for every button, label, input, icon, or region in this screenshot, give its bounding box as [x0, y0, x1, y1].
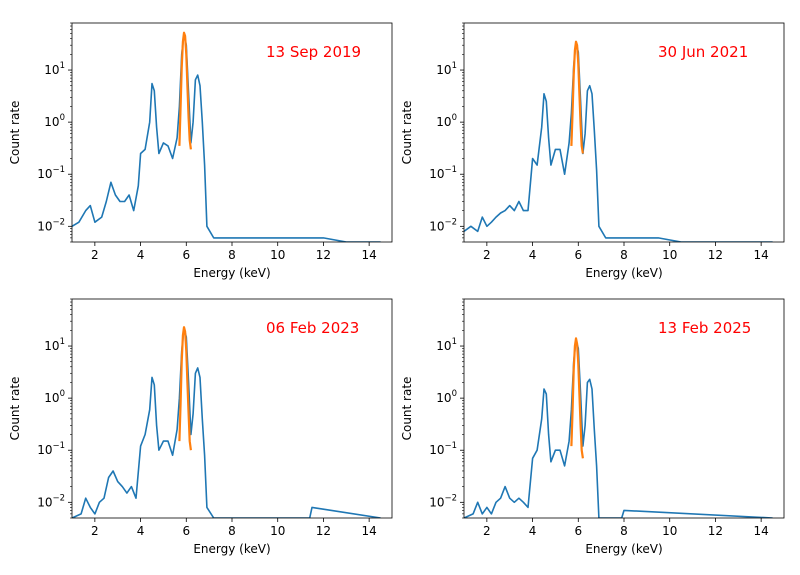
x-tick-label: 2: [483, 248, 491, 262]
y-axis-label: Count rate: [8, 101, 22, 165]
plot-area: [464, 40, 773, 242]
y-tick-label: 101: [44, 337, 65, 353]
x-tick-label: 6: [182, 248, 190, 262]
spectrum-line: [72, 327, 381, 518]
date-annotation: 06 Feb 2023: [266, 319, 359, 337]
x-tick-label: 12: [316, 248, 331, 262]
y-tick-label: 10−1: [37, 165, 65, 181]
peak-fit-line: [570, 337, 584, 459]
y-axis-label: Count rate: [400, 101, 414, 165]
x-tick-label: 2: [91, 524, 99, 538]
date-annotation: 13 Sep 2019: [266, 43, 361, 61]
plot-area: [464, 337, 773, 518]
x-tick-label: 4: [137, 524, 145, 538]
y-tick-label: 101: [436, 61, 457, 77]
y-tick-label: 10−2: [37, 217, 65, 233]
subplot-30-jun-2021: 2 4 6 8 10 12 14 10−2 10−1 100 101 Energy (keV) Coun…: [400, 22, 785, 280]
subplot-06-feb-2023: 2 4 6 8 10 12 14 10−2 10−1 100 101 Energy (keV) Coun…: [8, 298, 393, 556]
y-axis-label: Count rate: [8, 377, 22, 441]
x-tick-label: 12: [708, 248, 723, 262]
y-tick-label: 100: [436, 389, 457, 405]
x-axis-label: Energy (keV): [585, 266, 662, 280]
x-axis-label: Energy (keV): [193, 542, 270, 556]
x-tick-label: 2: [483, 524, 491, 538]
plot-area: [72, 326, 381, 518]
subplot-13-feb-2025: 2 4 6 8 10 12 14 10−2 10−1 100 101 Energy (keV) Coun…: [400, 298, 785, 556]
y-tick-label: 10−1: [429, 441, 457, 457]
x-tick-label: 4: [529, 248, 537, 262]
spectrum-line: [464, 339, 773, 518]
x-tick-label: 6: [574, 248, 582, 262]
x-tick-label: 8: [620, 524, 628, 538]
x-tick-label: 6: [574, 524, 582, 538]
x-tick-label: 12: [708, 524, 723, 538]
y-tick-label: 101: [44, 61, 65, 77]
y-tick-label: 100: [436, 113, 457, 129]
spectrum-line: [72, 32, 381, 242]
x-tick-label: 12: [316, 524, 331, 538]
plot-area: [72, 31, 381, 242]
peak-fit-line: [178, 31, 192, 150]
y-tick-label: 10−1: [429, 165, 457, 181]
spectrum-line: [464, 40, 773, 242]
subplot-13-sep-2019: 2 4 6 8 10 12 14 10−2 10−1 100 101 Energy (keV) Coun…: [8, 22, 393, 280]
date-annotation: 30 Jun 2021: [658, 43, 748, 61]
y-tick-label: 100: [44, 389, 65, 405]
x-tick-label: 10: [270, 248, 285, 262]
x-tick-label: 8: [620, 248, 628, 262]
x-tick-label: 4: [137, 248, 145, 262]
y-tick-label: 10−2: [37, 493, 65, 509]
x-tick-label: 10: [662, 248, 677, 262]
x-tick-label: 2: [91, 248, 99, 262]
x-axis-label: Energy (keV): [585, 542, 662, 556]
x-tick-label: 8: [228, 524, 236, 538]
date-annotation: 13 Feb 2025: [658, 319, 751, 337]
x-tick-label: 4: [529, 524, 537, 538]
x-tick-label: 14: [362, 248, 377, 262]
x-tick-label: 10: [662, 524, 677, 538]
x-tick-label: 10: [270, 524, 285, 538]
x-tick-label: 14: [754, 248, 769, 262]
x-tick-label: 8: [228, 248, 236, 262]
x-tick-label: 6: [182, 524, 190, 538]
x-tick-label: 14: [362, 524, 377, 538]
x-axis-label: Energy (keV): [193, 266, 270, 280]
peak-fit-line: [570, 40, 584, 154]
peak-fit-line: [178, 326, 192, 451]
y-tick-label: 10−2: [429, 217, 457, 233]
y-axis-label: Count rate: [400, 377, 414, 441]
y-tick-label: 10−1: [37, 441, 65, 457]
x-tick-label: 14: [754, 524, 769, 538]
y-tick-label: 100: [44, 113, 65, 129]
y-tick-label: 101: [436, 337, 457, 353]
y-tick-label: 10−2: [429, 493, 457, 509]
